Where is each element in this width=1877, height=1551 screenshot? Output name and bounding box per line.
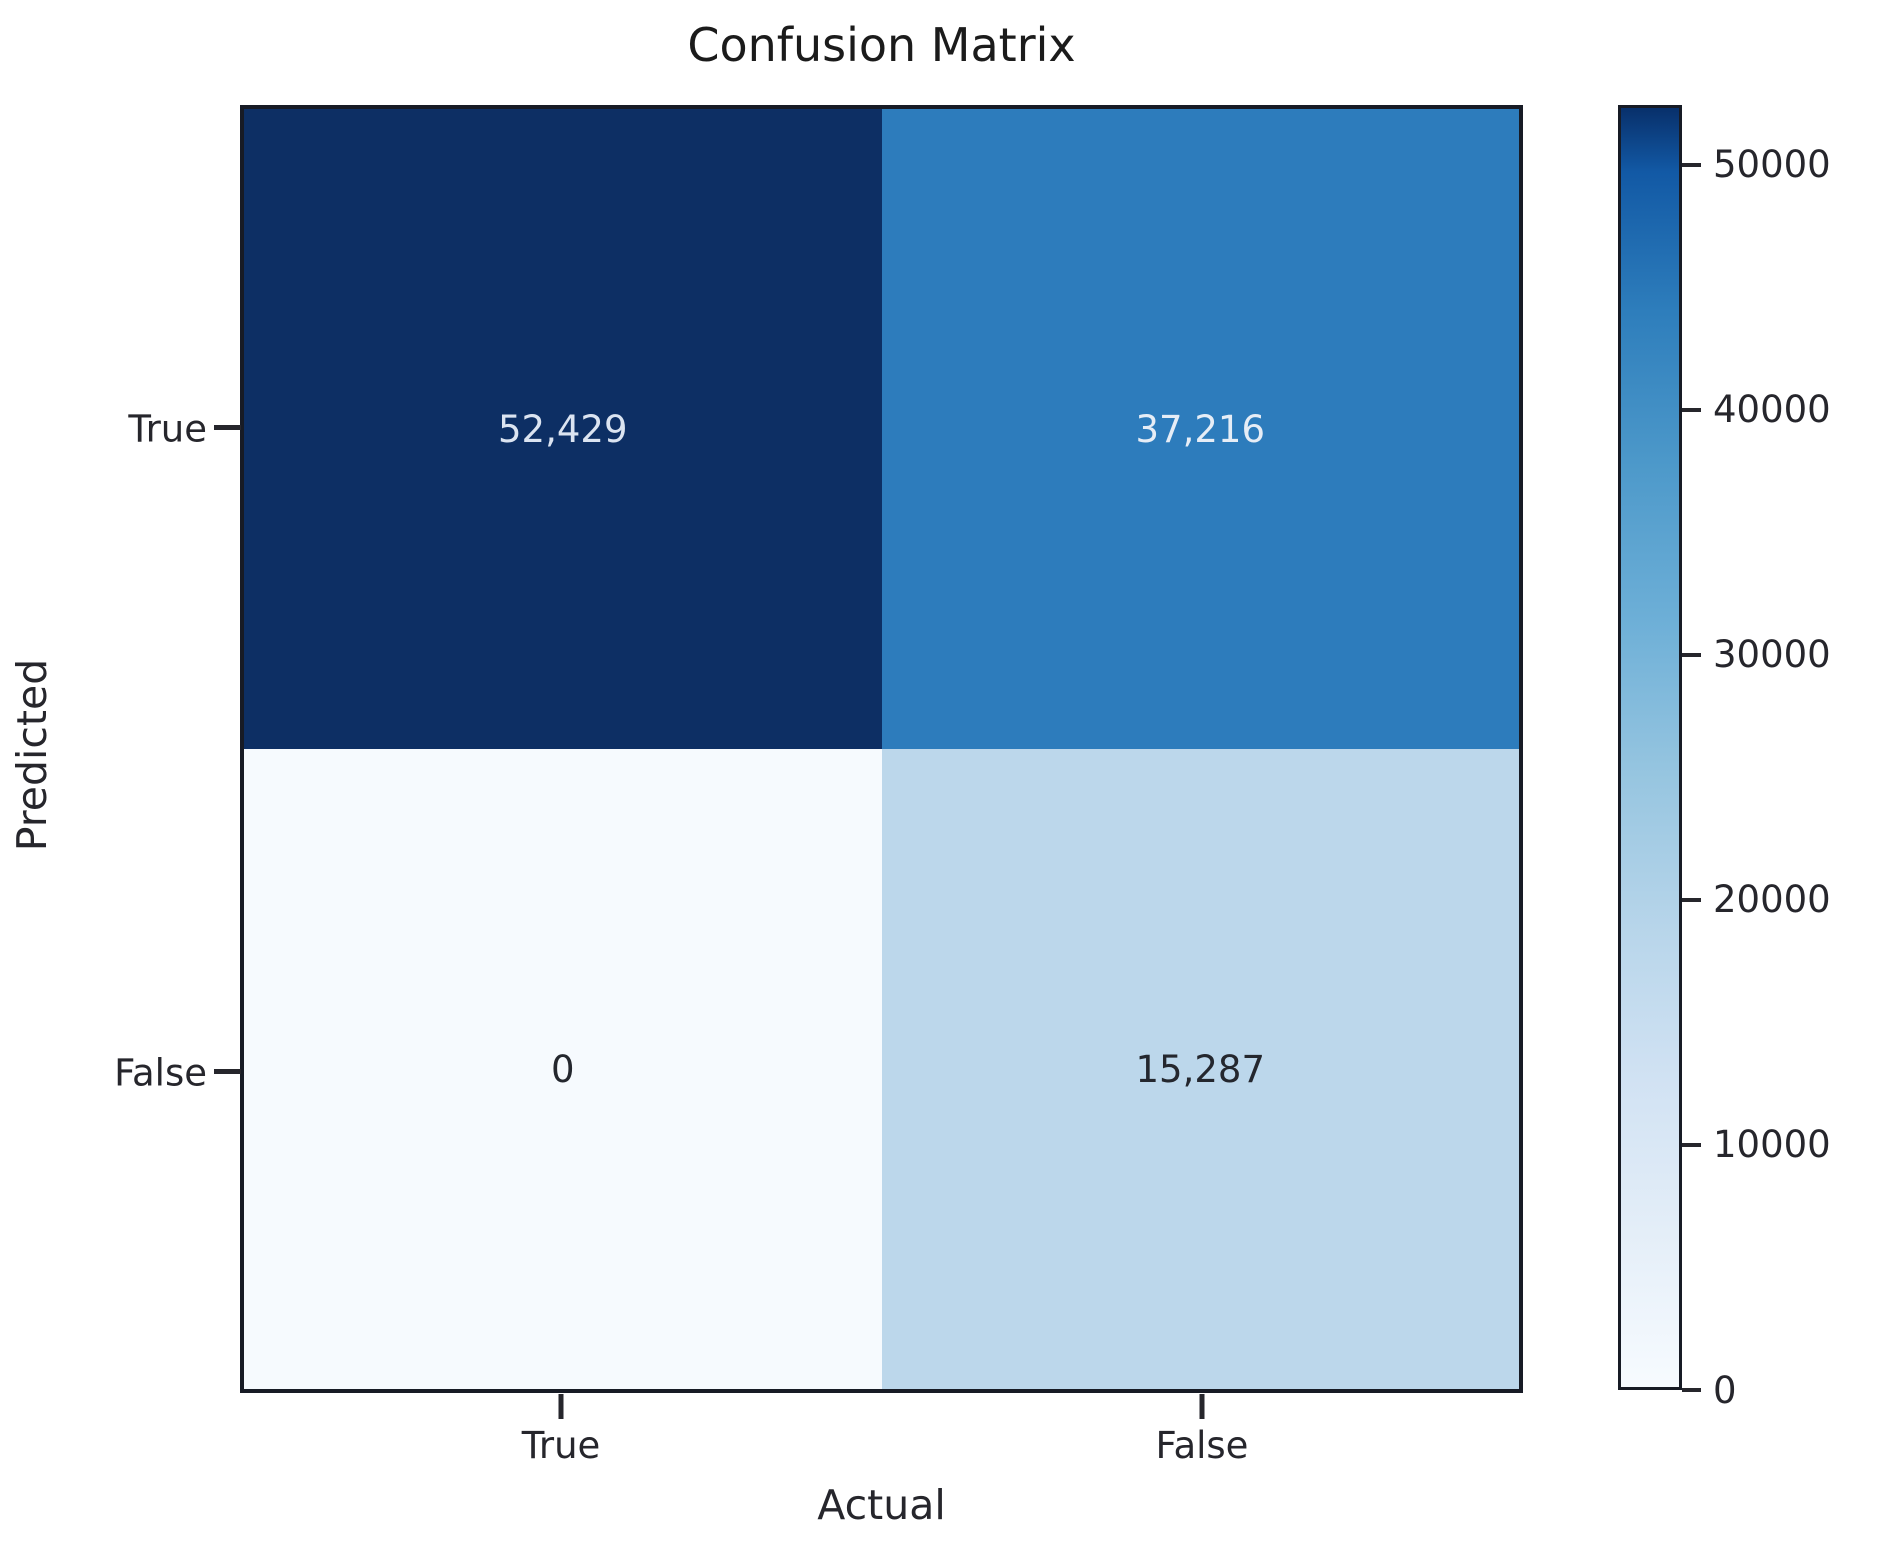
cell-predicted-false-actual-false: 15,287 — [881, 749, 1519, 1389]
colorbar-tick-mark — [1682, 1388, 1701, 1392]
colorbar-tick-mark — [1682, 1142, 1701, 1147]
colorbar-tick-mark — [1682, 407, 1701, 412]
x-tick-mark-true — [558, 1394, 564, 1419]
colorbar-tick-label: 20000 — [1713, 878, 1831, 922]
cell-predicted-true-actual-false: 37,216 — [881, 109, 1519, 749]
colorbar-tick-label: 30000 — [1713, 633, 1831, 677]
cell-value: 0 — [550, 1047, 575, 1091]
colorbar-tick-label: 10000 — [1713, 1123, 1831, 1167]
colorbar-tick-mark — [1682, 652, 1701, 657]
chart-title: Confusion Matrix — [687, 18, 1076, 72]
y-tick-label-false: False — [114, 1051, 207, 1095]
x-tick-label-false: False — [1155, 1424, 1249, 1467]
y-tick-mark-true — [214, 425, 241, 430]
cell-value: 37,216 — [1135, 407, 1265, 451]
colorbar-tick-mark — [1682, 897, 1701, 902]
cell-predicted-false-actual-true: 0 — [244, 749, 882, 1389]
y-tick-label-true: True — [128, 407, 207, 451]
x-axis-title: Actual — [817, 1481, 946, 1529]
heatmap: 52,429 37,216 0 15,287 — [240, 105, 1523, 1393]
y-axis-title: Predicted — [8, 658, 56, 852]
cell-predicted-true-actual-true: 52,429 — [244, 109, 882, 749]
colorbar-tick-label: 40000 — [1713, 388, 1831, 432]
colorbar-ticks: 0 10000 20000 30000 40000 50000 — [1682, 105, 1877, 1412]
x-tick-label-true: True — [521, 1424, 601, 1467]
colorbar-tick-label: 50000 — [1713, 143, 1831, 187]
colorbar-tick-label: 0 — [1713, 1368, 1737, 1412]
y-tick-mark-false — [214, 1069, 241, 1074]
cell-value: 15,287 — [1135, 1047, 1265, 1091]
cell-value: 52,429 — [498, 407, 628, 451]
colorbar — [1618, 105, 1682, 1390]
x-tick-mark-false — [1199, 1394, 1205, 1419]
colorbar-tick-mark — [1682, 162, 1701, 167]
